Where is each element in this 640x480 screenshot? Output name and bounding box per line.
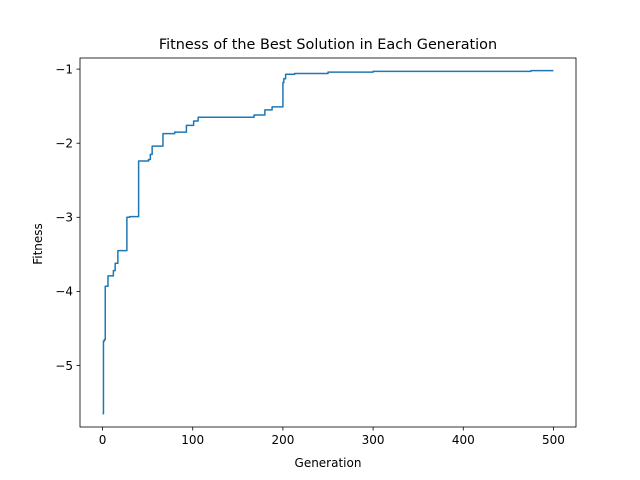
y-tick-label: −1 xyxy=(55,62,73,76)
x-tick-label: 0 xyxy=(99,433,107,447)
y-tick-label: −2 xyxy=(55,137,73,151)
chart-title: Fitness of the Best Solution in Each Gen… xyxy=(159,37,497,53)
plot-area xyxy=(79,57,577,428)
x-tick-label: 100 xyxy=(181,433,204,447)
x-tick-label: 200 xyxy=(271,433,294,447)
x-tick-label: 500 xyxy=(542,433,565,447)
x-axis: 0 100 200 300 400 500 xyxy=(99,427,565,447)
y-axis-label: Fitness xyxy=(31,223,45,265)
y-tick-label: −5 xyxy=(55,359,73,373)
axes-frame xyxy=(79,57,577,428)
fitness-series-line xyxy=(102,69,554,415)
x-tick-label: 400 xyxy=(452,433,475,447)
y-axis: −5 −4 −3 −2 −1 xyxy=(55,62,80,373)
x-axis-label: Generation xyxy=(295,456,362,470)
y-tick-label: −4 xyxy=(55,285,73,299)
x-tick-label: 300 xyxy=(362,433,385,447)
y-tick-label: −3 xyxy=(55,211,73,225)
